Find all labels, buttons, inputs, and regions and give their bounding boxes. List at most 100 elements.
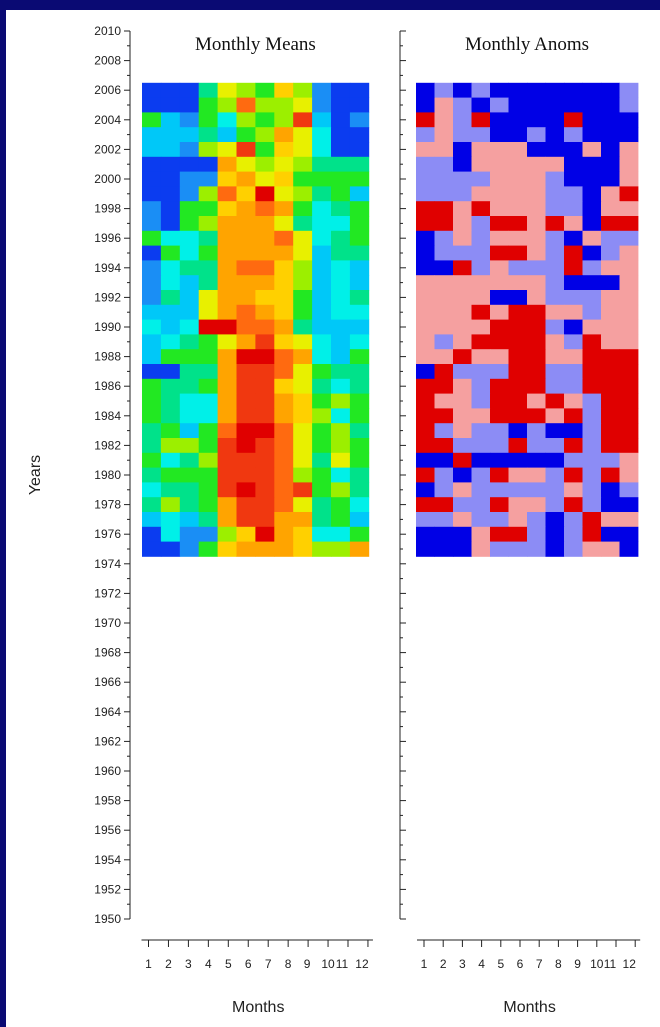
heatmap-cell	[471, 82, 491, 98]
heatmap-cell	[601, 186, 620, 202]
heatmap-cell	[255, 408, 275, 424]
heatmap-cell	[142, 290, 162, 306]
heatmap-cell	[582, 378, 602, 394]
heatmap-cell	[293, 82, 313, 98]
heatmap-cell	[545, 97, 565, 113]
heatmap-cell	[217, 438, 237, 454]
heatmap-cell	[582, 156, 602, 172]
heatmap-cell	[179, 127, 200, 143]
heatmap-cell	[508, 275, 528, 291]
heatmap-cell	[198, 541, 218, 557]
y-tick-label: 2000	[94, 172, 121, 186]
heatmap-cell	[312, 349, 332, 365]
heatmap-cell	[293, 319, 313, 335]
heatmap-cell	[490, 319, 509, 335]
heatmap-cell	[274, 408, 294, 424]
heatmap-cell	[434, 378, 454, 394]
heatmap-cell	[453, 438, 472, 454]
heatmap-cell	[255, 423, 275, 439]
heatmap-cell	[582, 334, 602, 350]
heatmap-cell	[582, 349, 602, 365]
heatmap-cell	[349, 452, 370, 468]
heatmap-cell	[160, 541, 181, 557]
heatmap-cell	[564, 334, 583, 350]
heatmap-cell	[236, 452, 256, 468]
heatmap-cell	[453, 349, 472, 365]
heatmap-cell	[490, 467, 509, 483]
heatmap-cell	[471, 526, 491, 542]
heatmap-cell	[619, 112, 639, 128]
heatmap-cell	[349, 171, 370, 187]
heatmap-cell	[582, 319, 602, 335]
heatmap-cell	[601, 452, 620, 468]
y-tick-label: 1958	[94, 794, 121, 808]
heatmap-cell	[331, 275, 351, 291]
heatmap-cell	[255, 452, 275, 468]
heatmap-cell	[142, 497, 162, 513]
heatmap-cell	[274, 497, 294, 513]
heatmap-cell	[331, 482, 351, 498]
heatmap-cell	[434, 541, 454, 557]
heatmap-cell	[453, 275, 472, 291]
heatmap-cell	[293, 97, 313, 113]
y-tick-label: 2008	[94, 54, 121, 68]
heatmap-cell	[274, 512, 294, 528]
heatmap-cell	[545, 171, 565, 187]
heatmap-cell	[453, 526, 472, 542]
heatmap-cell	[217, 423, 237, 439]
heatmap-cell	[236, 408, 256, 424]
heatmap-cell	[453, 319, 472, 335]
heatmap-cell	[453, 82, 472, 98]
heatmap-cell	[160, 423, 181, 439]
heatmap-cell	[582, 408, 602, 424]
heatmap-cell	[490, 216, 509, 232]
heatmap-cell	[160, 290, 181, 306]
heatmap-cell	[274, 82, 294, 98]
heatmap-cell	[142, 304, 162, 320]
heatmap-cell	[453, 245, 472, 261]
heatmap-cell	[236, 482, 256, 498]
heatmap-cell	[312, 82, 332, 98]
heatmap-cell	[601, 156, 620, 172]
heatmap-cell	[545, 512, 565, 528]
heatmap-cell	[312, 304, 332, 320]
heatmap-cell	[434, 245, 454, 261]
heatmap-cell	[508, 512, 528, 528]
heatmap-cell	[198, 186, 218, 202]
x-tick-label: 8	[555, 957, 562, 971]
heatmap-cell	[471, 364, 491, 380]
heatmap-cell	[619, 201, 639, 217]
heatmap-cell	[312, 275, 332, 291]
heatmap-cell	[236, 393, 256, 409]
heatmap-cell	[582, 512, 602, 528]
heatmap-cell	[453, 452, 472, 468]
heatmap-cell	[434, 467, 454, 483]
heatmap-cell	[453, 290, 472, 306]
heatmap-cell	[471, 334, 491, 350]
y-tick-label: 2004	[94, 113, 121, 127]
heatmap-cell	[349, 260, 370, 276]
heatmap-cell	[527, 378, 546, 394]
heatmap-cell	[274, 334, 294, 350]
heatmap-cell	[619, 230, 639, 246]
heatmap-cell	[331, 82, 351, 98]
heatmap-cell	[349, 467, 370, 483]
heatmap-cell	[527, 201, 546, 217]
heatmap-cell	[255, 127, 275, 143]
x-tick-label: 3	[185, 957, 192, 971]
heatmap-cell	[349, 482, 370, 498]
heatmap-cell	[160, 408, 181, 424]
heatmap-cell	[601, 275, 620, 291]
y-tick-label: 1990	[94, 320, 121, 334]
heatmap-cell	[349, 423, 370, 439]
heatmap-cell	[293, 408, 313, 424]
heatmap-cell	[619, 423, 639, 439]
heatmap-cell	[601, 290, 620, 306]
heatmap-cell	[564, 230, 583, 246]
heatmap-cell	[564, 438, 583, 454]
heatmap-cell	[274, 423, 294, 439]
heatmap-cell	[434, 275, 454, 291]
heatmap-cell	[160, 142, 181, 158]
heatmap-cell	[312, 526, 332, 542]
heatmap-cell	[255, 438, 275, 454]
